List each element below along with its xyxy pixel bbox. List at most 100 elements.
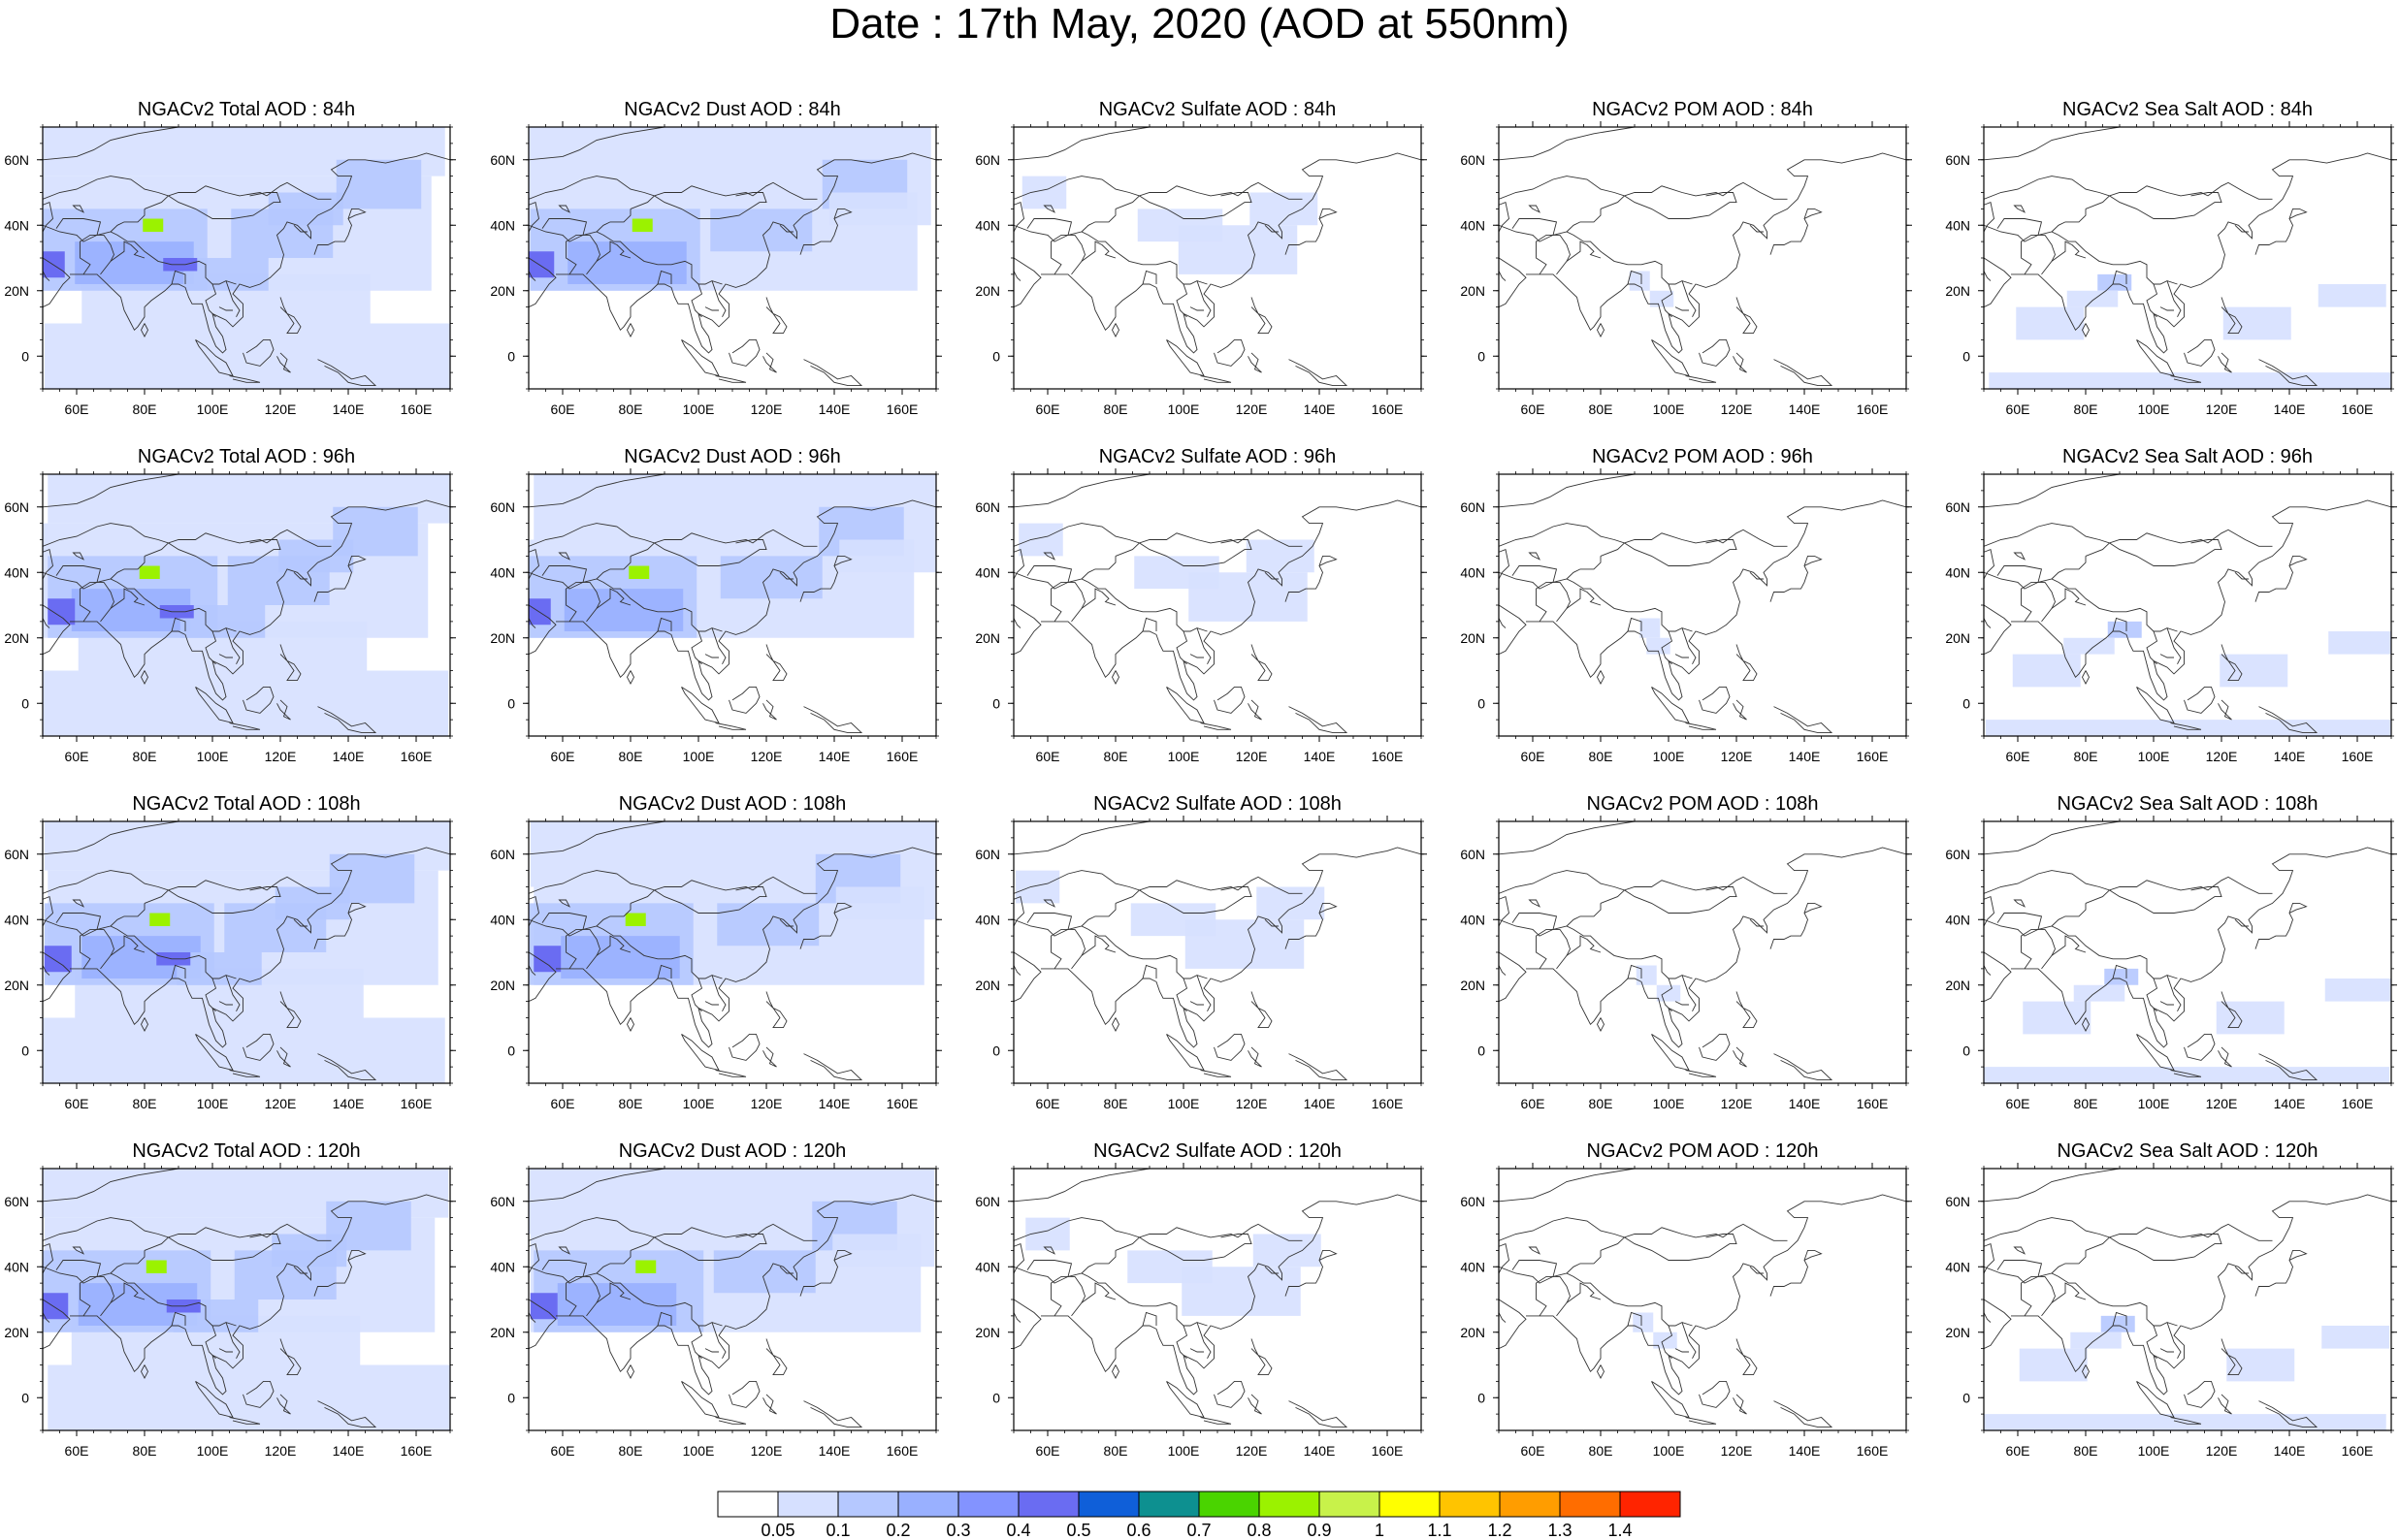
colorbar-swatch: [1018, 1491, 1080, 1518]
map-panel-r4-c3: NGACv2 Sulfate AOD : 120h 60E 80E 100E 120E 1…: [975, 1140, 1427, 1459]
lat-tick-label: 0: [507, 695, 515, 711]
lon-tick-label: 120E: [265, 401, 297, 417]
lon-tick-label: 140E: [2274, 401, 2306, 417]
lon-tick-label: 60E: [1036, 1443, 1060, 1459]
lon-tick-label: 80E: [1104, 1096, 1128, 1111]
lon-tick-label: 140E: [1304, 401, 1336, 417]
lat-tick-label: 0: [21, 1043, 29, 1058]
colorbar-swatch: [1619, 1491, 1681, 1518]
lon-tick-label: 80E: [1589, 1443, 1613, 1459]
lat-tick-label: 40N: [975, 1259, 1000, 1274]
lon-tick-label: 160E: [2342, 1096, 2374, 1111]
colorbar-label: 0.6: [1126, 1521, 1151, 1540]
lat-tick-label: 60N: [1460, 152, 1485, 168]
lon-tick-label: 100E: [1653, 401, 1685, 417]
lon-tick-label: 60E: [2006, 749, 2030, 764]
lat-tick-label: 20N: [4, 1325, 29, 1340]
lat-tick-label: 60N: [4, 1194, 29, 1209]
lat-tick-label: 40N: [1460, 1259, 1485, 1274]
lon-tick-label: 140E: [333, 401, 365, 417]
lat-tick-label: 0: [992, 1043, 1000, 1058]
lon-tick-label: 100E: [2138, 401, 2170, 417]
colorbar-swatch: [1258, 1491, 1320, 1518]
lon-tick-label: 120E: [1721, 749, 1753, 764]
lon-tick-label: 80E: [1104, 401, 1128, 417]
lat-tick-label: 0: [1962, 348, 1970, 364]
lon-tick-label: 60E: [65, 749, 89, 764]
lat-tick-label: 20N: [4, 630, 29, 646]
panel-title: NGACv2 Dust AOD : 96h: [624, 446, 840, 467]
lat-tick-label: 20N: [1945, 283, 1970, 299]
lat-tick-label: 40N: [1460, 912, 1485, 927]
panel-title: NGACv2 Dust AOD : 120h: [619, 1140, 847, 1162]
lat-tick-label: 0: [507, 1043, 515, 1058]
lon-tick-label: 80E: [2074, 1096, 2098, 1111]
lon-tick-label: 160E: [401, 401, 433, 417]
colorbar-swatch: [1138, 1491, 1200, 1518]
colorbar-label: 1.3: [1547, 1521, 1572, 1540]
figure-title: Date : 17th May, 2020 (AOD at 550nm): [829, 0, 1570, 48]
panel-title: NGACv2 Total AOD : 120h: [132, 1140, 360, 1162]
lat-tick-label: 0: [992, 348, 1000, 364]
panel-title: NGACv2 Sulfate AOD : 120h: [1093, 1140, 1342, 1162]
lat-tick-label: 60N: [975, 499, 1000, 515]
colorbar-label: 1.1: [1427, 1521, 1451, 1540]
lat-tick-label: 0: [507, 348, 515, 364]
lon-tick-label: 120E: [1236, 749, 1268, 764]
map-panel-r2-c4: NGACv2 POM AOD : 96h 60E 80E 100E 120E 140E 16…: [1460, 446, 1912, 764]
lon-tick-label: 140E: [819, 1443, 851, 1459]
lon-tick-label: 120E: [1236, 1443, 1268, 1459]
colorbar-label: 0.7: [1186, 1521, 1211, 1540]
colorbar-swatch: [1439, 1491, 1501, 1518]
map-panel-r3-c3: NGACv2 Sulfate AOD : 108h 60E 80E 100E 120E 1…: [975, 793, 1427, 1111]
lat-tick-label: 60N: [490, 1194, 515, 1209]
map-panel-r4-c1: NGACv2 Total AOD : 120h 60E 80E 100E 120E 140…: [4, 1140, 456, 1459]
lat-tick-label: 40N: [4, 912, 29, 927]
lat-tick-label: 40N: [4, 217, 29, 233]
lat-tick-label: 20N: [1945, 630, 1970, 646]
lon-tick-label: 80E: [2074, 401, 2098, 417]
lon-tick-label: 160E: [887, 1096, 919, 1111]
lon-tick-label: 60E: [1036, 749, 1060, 764]
lon-tick-label: 100E: [2138, 1096, 2170, 1111]
lon-tick-label: 100E: [1168, 401, 1200, 417]
lat-tick-label: 40N: [1945, 217, 1970, 233]
lon-tick-label: 100E: [683, 1443, 715, 1459]
lon-tick-label: 160E: [401, 1096, 433, 1111]
colorbar-swatch: [1378, 1491, 1441, 1518]
colorbar-label: 0.9: [1307, 1521, 1331, 1540]
lat-tick-label: 0: [1477, 1390, 1485, 1405]
map-panel-r4-c2: NGACv2 Dust AOD : 120h 60E 80E 100E 120E 140E…: [490, 1140, 942, 1459]
lat-tick-label: 0: [1477, 348, 1485, 364]
lon-tick-label: 120E: [2206, 1443, 2238, 1459]
lat-tick-label: 40N: [4, 564, 29, 580]
lat-tick-label: 20N: [1460, 1325, 1485, 1340]
lon-tick-label: 120E: [751, 1096, 783, 1111]
lon-tick-label: 160E: [1372, 401, 1404, 417]
lon-tick-label: 120E: [2206, 401, 2238, 417]
lon-tick-label: 120E: [751, 401, 783, 417]
map-panel-r4-c4: NGACv2 POM AOD : 120h 60E 80E 100E 120E 140E 1…: [1460, 1140, 1912, 1459]
lat-tick-label: 40N: [490, 217, 515, 233]
lon-tick-label: 140E: [2274, 749, 2306, 764]
lon-tick-label: 60E: [65, 401, 89, 417]
lon-tick-label: 100E: [1653, 749, 1685, 764]
lat-tick-label: 40N: [490, 1259, 515, 1274]
panel-title: NGACv2 Total AOD : 96h: [138, 446, 355, 467]
colorbar-swatch: [1559, 1491, 1621, 1518]
lon-tick-label: 60E: [1036, 1096, 1060, 1111]
lon-tick-label: 120E: [265, 749, 297, 764]
lon-tick-label: 60E: [1521, 749, 1545, 764]
lon-tick-label: 60E: [2006, 1096, 2030, 1111]
lat-tick-label: 0: [1477, 1043, 1485, 1058]
panel-title: NGACv2 Total AOD : 84h: [138, 99, 355, 120]
panel-title: NGACv2 POM AOD : 120h: [1587, 1140, 1819, 1162]
lon-tick-label: 100E: [1168, 1096, 1200, 1111]
panel-title: NGACv2 POM AOD : 108h: [1587, 793, 1819, 815]
lon-tick-label: 60E: [1036, 401, 1060, 417]
colorbar-swatch: [777, 1491, 839, 1518]
lat-tick-label: 0: [21, 348, 29, 364]
panel-title: NGACv2 POM AOD : 84h: [1592, 99, 1813, 120]
panel-title: NGACv2 Dust AOD : 108h: [619, 793, 847, 815]
lat-tick-label: 20N: [975, 630, 1000, 646]
